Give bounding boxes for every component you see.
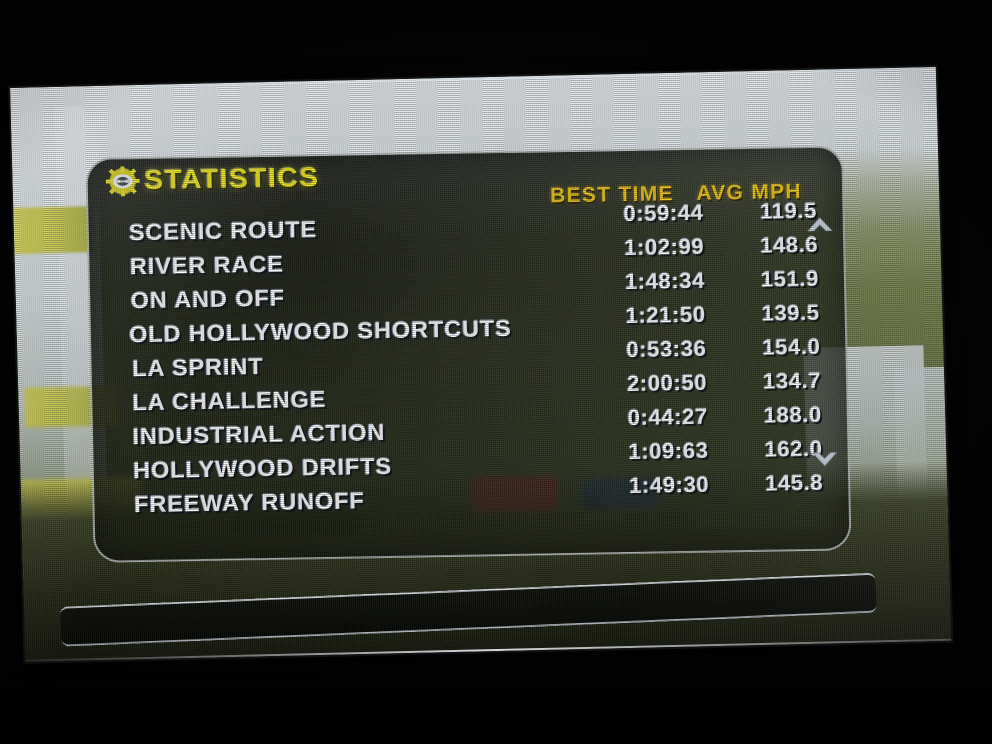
- race-avg-mph: 188.0: [763, 401, 823, 428]
- race-best-time: 1:49:30: [628, 471, 710, 498]
- race-name: LA CHALLENGE: [132, 385, 327, 415]
- chevron-up-icon[interactable]: [807, 216, 833, 236]
- race-name: LA SPRINT: [132, 352, 264, 381]
- race-best-time: 1:02:99: [623, 233, 705, 261]
- race-avg-mph: 151.9: [760, 265, 820, 292]
- race-best-time: 1:09:63: [628, 437, 709, 464]
- race-name: INDUSTRIAL ACTION: [132, 418, 386, 449]
- tv-stand-shadow: [0, 664, 992, 744]
- statistics-panel: STATISTICS BEST TIME AVG MPH SCENIC ROUT…: [85, 145, 852, 563]
- race-avg-mph: 145.8: [764, 469, 824, 496]
- chevron-down-icon[interactable]: [811, 448, 838, 468]
- race-name: SCENIC ROUTE: [128, 215, 318, 245]
- race-name: HOLLYWOOD DRIFTS: [132, 452, 393, 483]
- race-best-time: 1:48:34: [624, 267, 706, 295]
- race-best-time: 1:21:50: [625, 301, 706, 329]
- race-avg-mph: 154.0: [762, 333, 821, 360]
- race-name: OLD HOLLYWOOD SHORTCUTS: [128, 314, 512, 347]
- race-name: ON AND OFF: [130, 284, 286, 313]
- race-best-time: 0:53:36: [626, 335, 707, 362]
- tv-screen: STATISTICS BEST TIME AVG MPH SCENIC ROUT…: [8, 64, 954, 664]
- background-yellow-sign: [13, 206, 93, 254]
- statistics-table: SCENIC ROUTE 0:59:44 119.5 RIVER RACE 1:…: [88, 198, 848, 521]
- page-title: STATISTICS: [144, 162, 320, 195]
- race-best-time: 0:59:44: [623, 199, 704, 227]
- race-name: RIVER RACE: [129, 250, 285, 279]
- race-avg-mph: 134.7: [762, 367, 822, 394]
- race-avg-mph: 139.5: [761, 299, 820, 326]
- gear-emblem-icon: [105, 165, 140, 197]
- race-best-time: 2:00:50: [626, 369, 708, 396]
- race-best-time: 0:44:27: [627, 403, 709, 430]
- race-name: FREEWAY RUNOFF: [133, 486, 365, 517]
- panel-header: STATISTICS: [105, 162, 320, 197]
